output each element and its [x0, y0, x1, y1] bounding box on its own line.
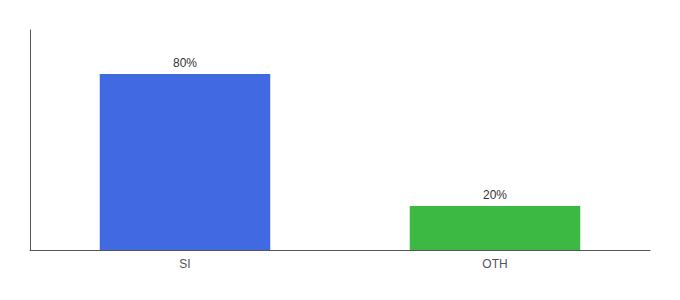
svg-text:20%: 20%	[483, 188, 507, 202]
svg-text:OTH: OTH	[482, 257, 507, 271]
svg-text:80%: 80%	[173, 56, 197, 70]
svg-text:SI: SI	[179, 257, 190, 271]
